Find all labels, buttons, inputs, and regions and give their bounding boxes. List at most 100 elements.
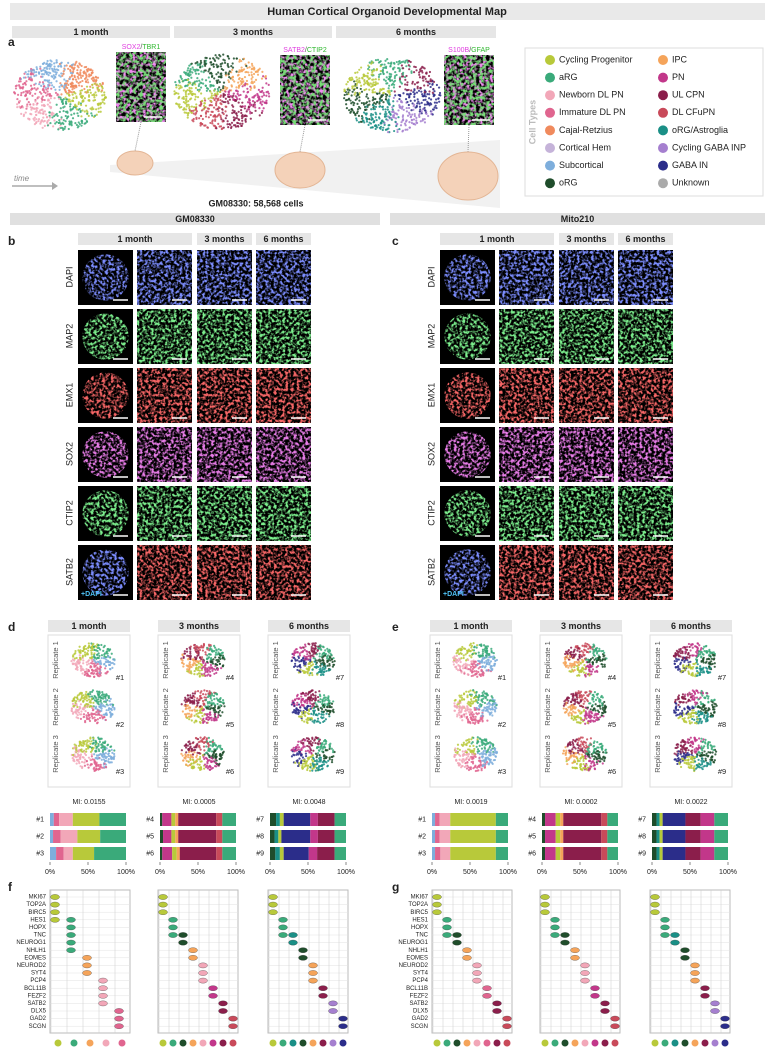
cell-point: [202, 738, 204, 740]
cell-point: [209, 671, 211, 673]
cell-point: [366, 80, 368, 82]
cell-point: [326, 657, 328, 659]
cell-point: [210, 704, 212, 706]
cell-point: [211, 111, 213, 113]
cell-point: [101, 94, 103, 96]
legend-label: Newborn DL PN: [559, 90, 624, 100]
cell-point: [20, 80, 22, 82]
cell-point: [316, 756, 318, 758]
cell-point: [89, 720, 91, 722]
cell-point: [50, 60, 52, 62]
cell-point: [207, 745, 209, 747]
cell-point: [315, 736, 317, 738]
cell-point: [331, 756, 333, 758]
cell-point: [67, 80, 69, 82]
cell-point: [96, 722, 98, 724]
cell-point: [83, 761, 85, 763]
cell-point: [402, 75, 404, 77]
cell-point: [32, 104, 34, 106]
cell-point: [60, 107, 62, 109]
cell-point: [417, 86, 419, 88]
cell-point: [56, 113, 58, 115]
cell-point: [290, 749, 292, 751]
cell-point: [182, 710, 184, 712]
cell-point: [204, 124, 206, 126]
cell-point: [259, 91, 261, 93]
cell-point: [213, 66, 215, 68]
stain-signal: [499, 250, 554, 305]
cell-point: [394, 121, 396, 123]
cell-point: [209, 72, 211, 74]
cell-point: [315, 691, 317, 693]
cell-point: [401, 61, 403, 63]
stain-signal: [256, 309, 311, 364]
cell-point: [192, 93, 194, 95]
cell-point: [101, 657, 103, 659]
cell-point: [88, 69, 90, 71]
cell-point: [241, 120, 243, 122]
cell-point: [206, 90, 208, 92]
bar-sample-label: #9: [256, 850, 264, 857]
cell-point: [217, 123, 219, 125]
cell-point: [46, 68, 48, 70]
cell-point: [238, 101, 240, 103]
cell-point: [25, 84, 27, 86]
cell-point: [404, 60, 406, 62]
cell-point: [190, 713, 192, 715]
x-tick-label: 50%: [81, 869, 95, 876]
cell-point: [265, 91, 267, 93]
cell-point: [255, 71, 257, 73]
cell-point: [204, 763, 206, 765]
cell-point: [268, 95, 270, 97]
cell-point: [184, 697, 186, 699]
cell-point: [47, 85, 49, 87]
cell-point: [111, 653, 113, 655]
cell-point: [51, 84, 53, 86]
cell-point: [85, 648, 87, 650]
cell-point: [85, 80, 87, 82]
cell-point: [213, 89, 215, 91]
cell-point: [245, 121, 247, 123]
cell-point: [188, 93, 190, 95]
sample-label: #7: [336, 673, 344, 682]
cell-point: [347, 91, 349, 93]
cell-point: [249, 102, 251, 104]
cell-point: [74, 702, 76, 704]
cell-point: [318, 765, 320, 767]
cell-point: [196, 77, 198, 79]
cell-point: [301, 711, 303, 713]
bar-segment: [335, 847, 346, 860]
cell-point: [84, 655, 86, 657]
cell-point: [221, 127, 223, 129]
micrograph: [256, 486, 311, 541]
cell-point: [181, 703, 183, 705]
cell-point: [185, 751, 187, 753]
cell-point: [392, 105, 394, 107]
cell-point: [106, 694, 108, 696]
cell-point: [392, 100, 394, 102]
stain-signal: [197, 250, 252, 305]
cell-point: [101, 89, 103, 91]
column-label: 3 months: [566, 234, 606, 244]
cell-point: [107, 744, 109, 746]
micrograph: [256, 309, 311, 364]
cell-point: [199, 711, 201, 713]
cell-point: [203, 768, 205, 770]
cell-point: [374, 84, 376, 86]
cell-point: [196, 69, 198, 71]
cell-point: [422, 79, 424, 81]
cell-point: [192, 84, 194, 86]
cell-point: [48, 68, 50, 70]
cell-point: [79, 646, 81, 648]
cell-point: [253, 68, 255, 70]
cell-point: [190, 672, 192, 674]
cell-point: [203, 71, 205, 73]
cell-point: [56, 71, 58, 73]
cell-point: [53, 97, 55, 99]
cell-point: [222, 702, 224, 704]
cell-point: [199, 756, 201, 758]
cell-point: [50, 88, 52, 90]
cell-point: [196, 754, 198, 756]
cell-point: [361, 102, 363, 104]
cell-point: [222, 699, 224, 701]
